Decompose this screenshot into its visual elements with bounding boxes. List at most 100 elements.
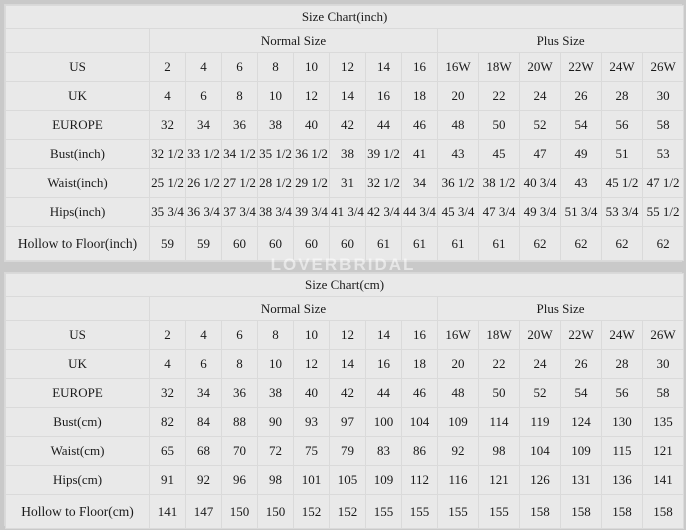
value-cell: 88 [221,407,258,437]
value-cell: 150 [221,494,258,529]
value-cell: 158 [519,494,561,529]
value-cell: 37 3/4 [221,197,258,227]
value-cell: 58 [641,378,685,408]
value-cell: 46 [401,110,438,140]
row-label: Waist(cm) [5,436,150,466]
value-cell: 34 [185,110,222,140]
row-label: Waist(inch) [5,168,150,198]
value-cell: 14 [329,81,366,111]
value-cell: 48 [437,378,479,408]
value-cell: 44 [365,378,402,408]
value-cell: 61 [365,226,402,261]
group-header-normal-size: Normal Size [149,28,438,53]
row-label: EUROPE [5,378,150,408]
value-cell: 18 [401,349,438,379]
value-cell: 30 [641,81,685,111]
value-cell: 90 [257,407,294,437]
value-cell: 115 [601,436,643,466]
table-row: Hollow to Floor(cm) 141 147 150 150 152 152 155… [5,494,685,529]
value-cell: 14 [329,349,366,379]
value-cell: 36 [221,378,258,408]
value-cell: 48 [437,110,479,140]
value-cell: 39 1/2 [365,139,402,169]
value-cell: 158 [560,494,602,529]
value-cell: 51 [601,139,643,169]
value-cell: 10 [257,81,294,111]
value-cell: 38 3/4 [257,197,294,227]
value-cell: 31 [329,168,366,198]
value-cell: 61 [401,226,438,261]
value-cell: 98 [257,465,294,495]
value-cell: 34 [185,378,222,408]
value-cell: 6 [221,320,258,350]
value-cell: 86 [401,436,438,466]
value-cell: 83 [365,436,402,466]
value-cell: 22W [560,52,602,82]
value-cell: 41 3/4 [329,197,366,227]
value-cell: 22W [560,320,602,350]
value-cell: 38 [329,139,366,169]
value-cell: 82 [149,407,186,437]
table-row: Waist(inch) 25 1/2 26 1/2 27 1/2 28 1/2 29 1/… [5,168,685,198]
value-cell: 93 [293,407,330,437]
value-cell: 60 [221,226,258,261]
table-row: EUROPE 32 34 36 38 40 42 44 46 48 50 52 54 56 58 [5,110,685,140]
table-row: Bust(cm) 82 84 88 90 93 97 100 104 109 114 119 124 13… [5,407,685,437]
value-cell: 49 3/4 [519,197,561,227]
value-cell: 26W [641,52,685,82]
value-cell: 92 [437,436,479,466]
value-cell: 4 [149,349,186,379]
table-row: Hips(inch) 35 3/4 36 3/4 37 3/4 38 3/4 39 3/4… [5,197,685,227]
value-cell: 112 [401,465,438,495]
value-cell: 101 [293,465,330,495]
value-cell: 92 [185,465,222,495]
value-cell: 20W [519,52,561,82]
value-cell: 10 [257,349,294,379]
value-cell: 84 [185,407,222,437]
value-cell: 6 [221,52,258,82]
value-cell: 4 [185,320,222,350]
value-cell: 36 1/2 [293,139,330,169]
value-cell: 47 1/2 [641,168,685,198]
value-cell: 28 [601,81,643,111]
value-cell: 62 [560,226,602,261]
value-cell: 8 [257,52,294,82]
value-cell: 79 [329,436,366,466]
value-cell: 47 3/4 [478,197,520,227]
value-cell: 119 [519,407,561,437]
value-cell: 10 [293,320,330,350]
value-cell: 10 [293,52,330,82]
chart-title: Size Chart(inch) [4,5,685,29]
value-cell: 46 [401,378,438,408]
value-cell: 49 [560,139,602,169]
row-label: Hips(inch) [5,197,150,227]
value-cell: 53 [641,139,685,169]
value-cell: 18W [478,52,520,82]
row-label: US [5,52,150,82]
value-cell: 38 [257,110,294,140]
value-cell: 135 [641,407,685,437]
value-cell: 65 [149,436,186,466]
value-cell: 55 1/2 [641,197,685,227]
value-cell: 126 [519,465,561,495]
value-cell: 52 [519,378,561,408]
value-cell: 36 3/4 [185,197,222,227]
value-cell: 141 [641,465,685,495]
value-cell: 45 3/4 [437,197,479,227]
value-cell: 38 1/2 [478,168,520,198]
row-label: Hollow to Floor(inch) [5,226,150,261]
table-row: Waist(cm) 65 68 70 72 75 79 83 86 92 98 104 109 115 12… [5,436,685,466]
row-label: Hollow to Floor(cm) [5,494,150,529]
value-cell: 62 [601,226,643,261]
value-cell: 109 [437,407,479,437]
value-cell: 16 [401,320,438,350]
value-cell: 60 [257,226,294,261]
value-cell: 12 [293,81,330,111]
value-cell: 51 3/4 [560,197,602,227]
value-cell: 109 [365,465,402,495]
value-cell: 33 1/2 [185,139,222,169]
value-cell: 136 [601,465,643,495]
value-cell: 32 [149,378,186,408]
value-cell: 25 1/2 [149,168,186,198]
value-cell: 38 [257,378,294,408]
